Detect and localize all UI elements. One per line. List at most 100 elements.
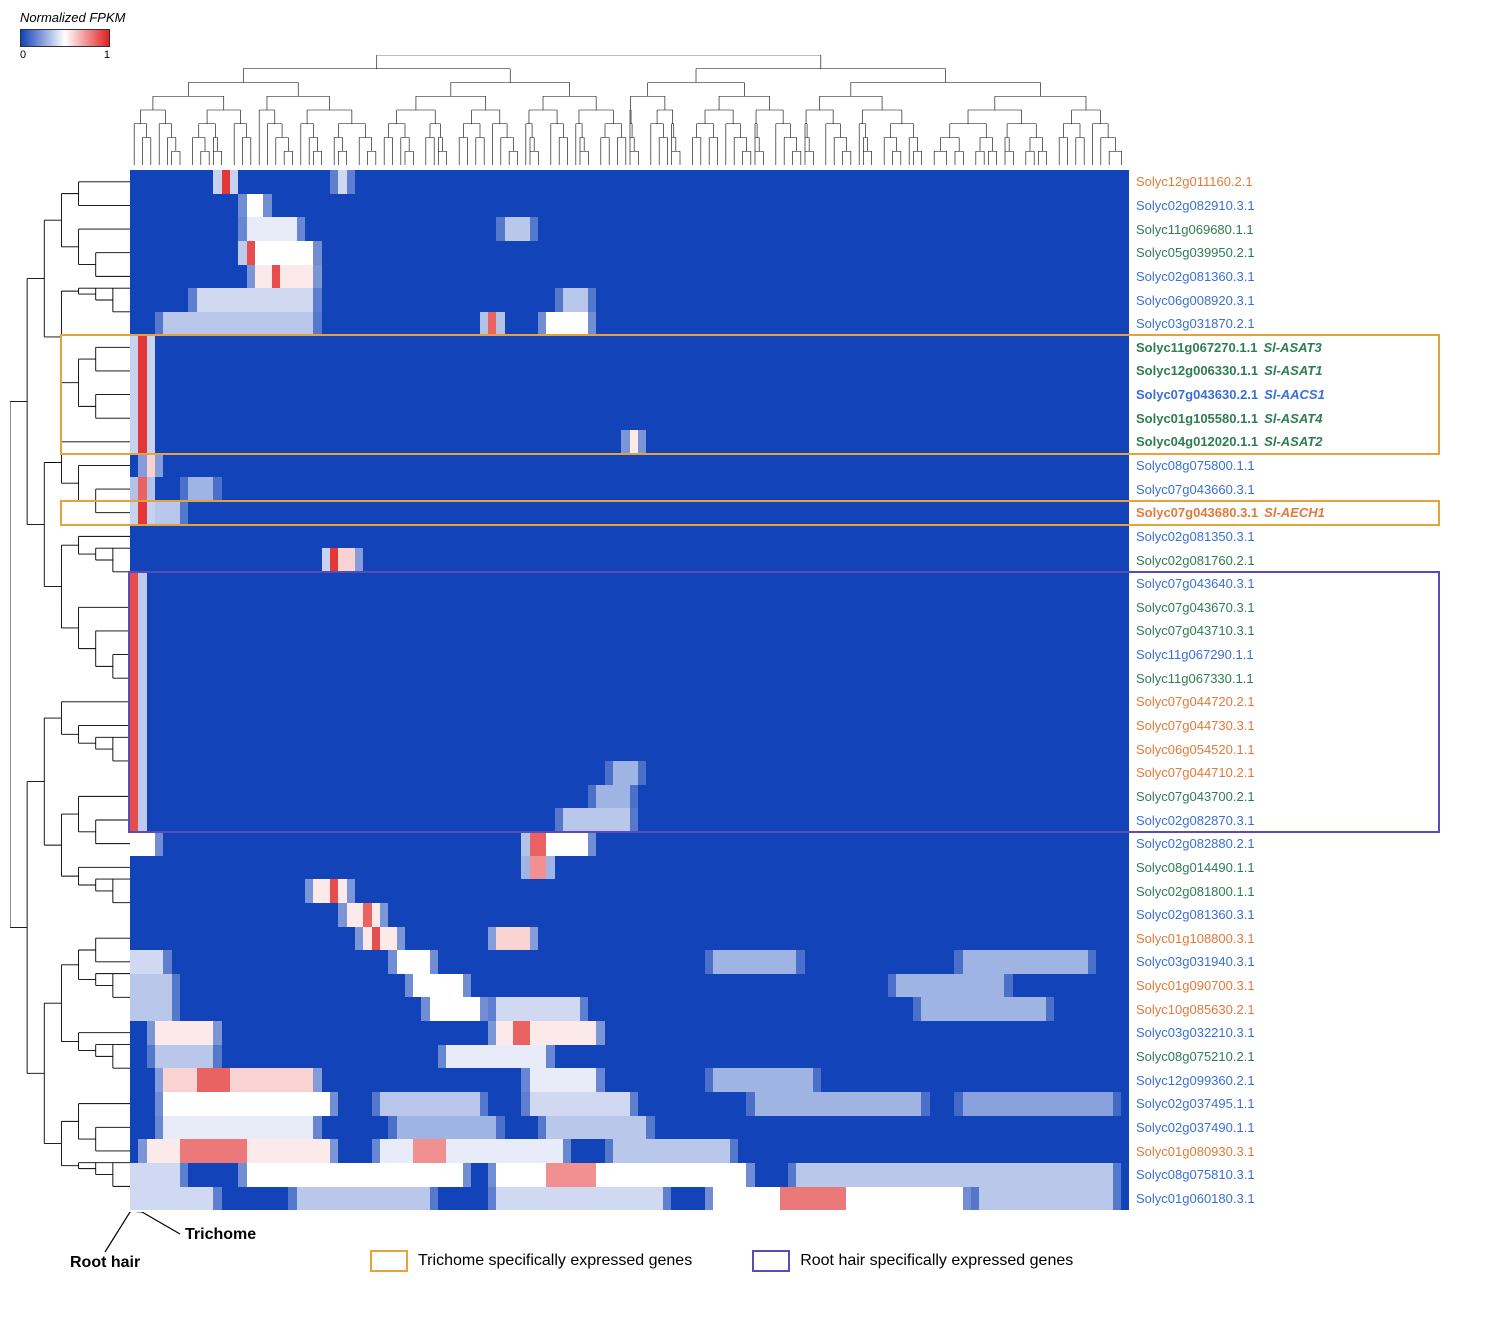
heatmap-row [130,785,1130,809]
heatmap-row [130,312,1130,336]
heatmap-row [130,359,1130,383]
legend-swatch-trichome [370,1250,408,1272]
heatmap-row [130,265,1130,289]
heatmap-row [130,1045,1130,1069]
heatmap-row [130,1187,1130,1211]
row-label: Solyc01g090700.3.1 [1136,974,1325,998]
row-label: Solyc07g043680.3.1Sl-AECH1 [1136,501,1325,525]
colorbar-tick-min: 0 [20,49,26,61]
row-label: Solyc02g081800.1.1 [1136,879,1325,903]
colorbar-ticks: 0 1 [20,49,110,61]
heatmap-row [130,525,1130,549]
heatmap-row [130,808,1130,832]
row-label: Solyc02g081350.3.1 [1136,525,1325,549]
legend-roothair: Root hair specifically expressed genes [752,1250,1073,1272]
heatmap-row [130,714,1130,738]
heatmap-row [130,903,1130,927]
row-label: Solyc02g081360.3.1 [1136,265,1325,289]
row-label: Solyc07g044720.2.1 [1136,690,1325,714]
heatmap-row [130,737,1130,761]
heatmap-row [130,1163,1130,1187]
heatmap-row [130,1021,1130,1045]
heatmap-row [130,832,1130,856]
row-label: Solyc02g081760.2.1 [1136,548,1325,572]
root-hair-label: Root hair [70,1254,140,1272]
row-dendrogram [10,170,130,1210]
heatmap-row [130,927,1130,951]
row-label: Solyc03g031870.2.1 [1136,312,1325,336]
row-label: Solyc02g037490.1.1 [1136,1116,1325,1140]
row-label: Solyc12g099360.2.1 [1136,1068,1325,1092]
colorbar-tick-max: 1 [104,49,110,61]
heatmap-row [130,1068,1130,1092]
heatmap-row [130,194,1130,218]
row-label: Solyc06g008920.3.1 [1136,288,1325,312]
row-label: Solyc02g082880.2.1 [1136,832,1325,856]
row-label: Solyc10g085630.2.1 [1136,997,1325,1021]
colorbar-title: Normalized FPKM [20,10,125,25]
row-label: Solyc07g043630.2.1Sl-AACS1 [1136,383,1325,407]
row-label: Solyc08g075800.1.1 [1136,454,1325,478]
heatmap-row [130,383,1130,407]
row-label: Solyc07g043670.3.1 [1136,596,1325,620]
heatmap-row [130,501,1130,525]
row-label: Solyc07g043700.2.1 [1136,785,1325,809]
row-labels: Solyc12g011160.2.1Solyc02g082910.3.1Soly… [1136,170,1325,1210]
heatmap-row [130,1116,1130,1140]
row-label: Solyc05g039950.2.1 [1136,241,1325,265]
row-label: Solyc11g069680.1.1 [1136,217,1325,241]
legend-trichome: Trichome specifically expressed genes [370,1250,692,1272]
row-label: Solyc02g037495.1.1 [1136,1092,1325,1116]
column-arrow-labels: Trichome Root hair [70,1212,320,1282]
row-label: Solyc07g043710.3.1 [1136,619,1325,643]
row-label: Solyc03g032210.3.1 [1136,1021,1325,1045]
row-label: Solyc04g012020.1.1Sl-ASAT2 [1136,430,1325,454]
heatmap-row [130,1092,1130,1116]
trichome-label: Trichome [185,1226,256,1244]
row-label: Solyc08g075810.3.1 [1136,1163,1325,1187]
colorbar-gradient [20,29,110,47]
legend-text-trichome: Trichome specifically expressed genes [418,1252,692,1270]
heatmap [130,170,1130,1210]
heatmap-row [130,572,1130,596]
heatmap-row [130,879,1130,903]
heatmap-row [130,430,1130,454]
heatmap-row [130,241,1130,265]
row-label: Solyc08g075210.2.1 [1136,1045,1325,1069]
heatmap-row [130,335,1130,359]
row-label: Solyc07g044710.2.1 [1136,761,1325,785]
heatmap-row [130,997,1130,1021]
heatmap-row [130,619,1130,643]
heatmap-row [130,596,1130,620]
heatmap-row [130,643,1130,667]
row-label: Solyc07g043640.3.1 [1136,572,1325,596]
heatmap-row [130,288,1130,312]
row-label: Solyc01g060180.3.1 [1136,1187,1325,1211]
colorbar: Normalized FPKM 0 1 [20,10,125,61]
row-label: Solyc03g031940.3.1 [1136,950,1325,974]
row-label: Solyc01g080930.3.1 [1136,1139,1325,1163]
heatmap-row [130,477,1130,501]
heatmap-row [130,666,1130,690]
heatmap-row [130,690,1130,714]
row-label: Solyc12g006330.1.1Sl-ASAT1 [1136,359,1325,383]
row-label: Solyc07g043660.3.1 [1136,477,1325,501]
heatmap-row [130,1139,1130,1163]
row-label: Solyc11g067270.1.1Sl-ASAT3 [1136,335,1325,359]
heatmap-row [130,217,1130,241]
row-label: Solyc06g054520.1.1 [1136,737,1325,761]
row-label: Solyc11g067290.1.1 [1136,643,1325,667]
row-label: Solyc02g081360.3.1 [1136,903,1325,927]
row-label: Solyc11g067330.1.1 [1136,666,1325,690]
heatmap-row [130,454,1130,478]
heatmap-row [130,950,1130,974]
row-label: Solyc01g108800.3.1 [1136,927,1325,951]
row-label: Solyc08g014490.1.1 [1136,856,1325,880]
row-label: Solyc07g044730.3.1 [1136,714,1325,738]
legend-text-roothair: Root hair specifically expressed genes [800,1252,1073,1270]
row-label: Solyc01g105580.1.1Sl-ASAT4 [1136,406,1325,430]
legend: Trichome specifically expressed genes Ro… [370,1250,1073,1272]
heatmap-row [130,761,1130,785]
column-dendrogram [130,55,1130,165]
heatmap-row [130,974,1130,998]
